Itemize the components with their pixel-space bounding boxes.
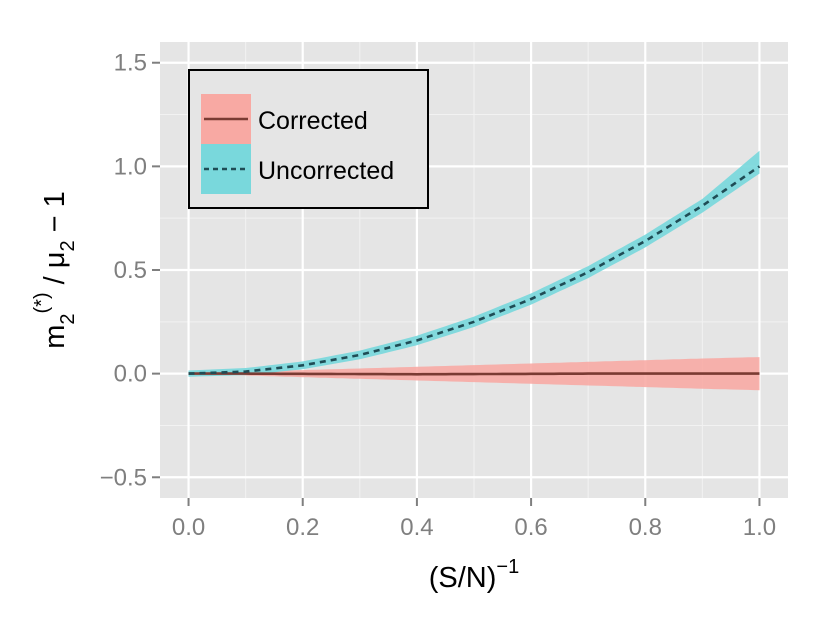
line-uncorrected [188, 165, 761, 375]
x-tick-label: 0.6 [514, 514, 547, 541]
y-tick-label: 1.0 [114, 153, 147, 180]
y-axis-title-tail: − 1 [39, 191, 71, 240]
y-tick-label: −0.5 [100, 464, 147, 491]
series-lines [188, 165, 761, 376]
x-tick-label: 0.2 [286, 514, 319, 541]
major-grid [160, 42, 788, 498]
legend-label-corrected: Corrected [258, 107, 368, 135]
x-axis-title-sup: −1 [496, 556, 519, 578]
legend: Corrected Uncorrected [188, 69, 429, 209]
axes: 0.0 0.2 0.4 0.6 0.8 1.0 −0.5 0.0 0.5 1.0 1.5 [100, 50, 777, 541]
legend-label-uncorrected: Uncorrected [258, 157, 394, 185]
y-axis-title-m-sub: 2 [57, 314, 79, 325]
y-axis-title-slash: / [39, 268, 71, 292]
y-tick-label: 0.0 [114, 361, 147, 388]
y-axis-title-mu: μ [39, 252, 71, 269]
y-tick-label: 0.5 [114, 257, 147, 284]
x-tick-label: 1.0 [743, 514, 776, 541]
line-corrected [188, 372, 760, 376]
y-axis-title: m2(*) / μ2 − 1 [31, 191, 79, 349]
y-axis-title-mu-sub: 2 [57, 240, 79, 251]
y-axis-title-m: m [39, 325, 71, 349]
x-axis-title-main: (S/N) [429, 562, 497, 594]
x-tick-label: 0.0 [172, 514, 205, 541]
x-axis-title: (S/N)−1 [429, 556, 519, 594]
x-tick-label: 0.8 [629, 514, 662, 541]
y-axis-title-m-sup: (*) [31, 292, 53, 313]
y-tick-label: 1.5 [114, 50, 147, 77]
x-tick-label: 0.4 [400, 514, 433, 541]
